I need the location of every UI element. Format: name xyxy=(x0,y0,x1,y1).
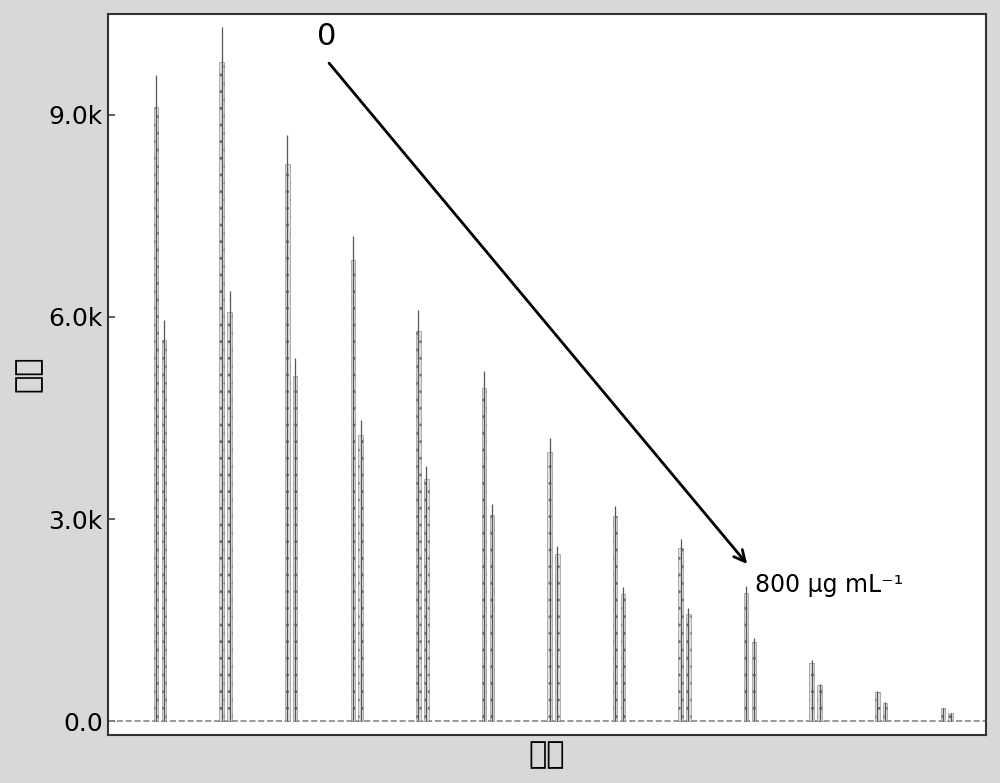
Bar xyxy=(351,261,355,721)
Bar xyxy=(293,376,297,721)
Bar xyxy=(227,312,232,721)
Text: 800 μg mL⁻¹: 800 μg mL⁻¹ xyxy=(755,573,904,597)
Bar xyxy=(752,642,756,721)
Bar xyxy=(817,685,822,721)
Text: 0: 0 xyxy=(317,22,337,51)
Bar xyxy=(883,703,887,721)
Bar xyxy=(219,62,224,721)
Bar xyxy=(875,692,880,721)
Bar xyxy=(547,453,552,721)
Bar xyxy=(490,514,494,721)
Bar xyxy=(482,388,486,721)
Bar xyxy=(416,330,421,721)
Bar xyxy=(809,663,814,721)
Bar xyxy=(686,614,691,721)
X-axis label: 时间: 时间 xyxy=(529,740,565,769)
Bar xyxy=(285,164,290,721)
Bar xyxy=(941,709,945,721)
Y-axis label: 強度: 強度 xyxy=(14,356,43,392)
Bar xyxy=(358,435,363,721)
Bar xyxy=(678,548,683,721)
Bar xyxy=(162,341,166,721)
Bar xyxy=(621,594,625,721)
Bar xyxy=(555,554,560,721)
Bar xyxy=(613,516,617,721)
Bar xyxy=(948,713,953,721)
Bar xyxy=(154,106,158,721)
Bar xyxy=(744,593,748,721)
Bar xyxy=(424,479,429,721)
